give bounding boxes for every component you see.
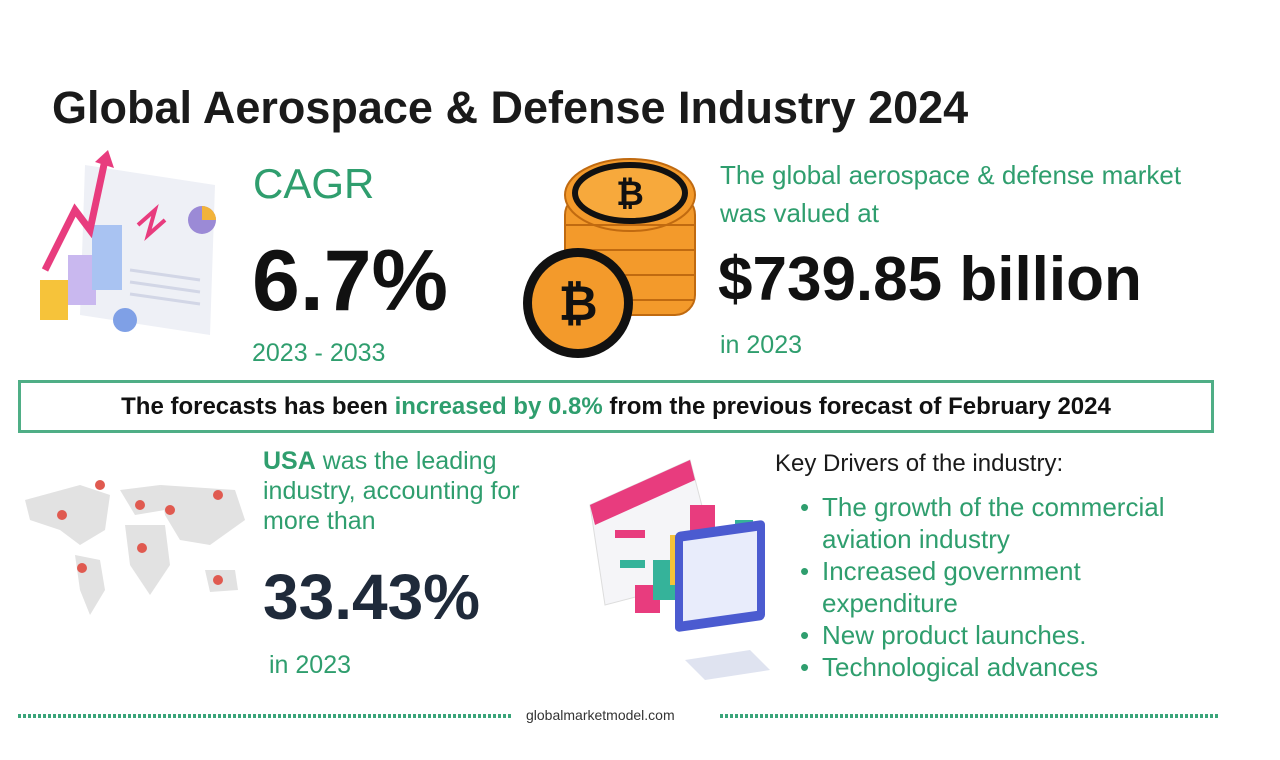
driver-item: Technological advances — [800, 651, 1210, 683]
bitcoin-coins-icon: ₿ ₿ — [523, 158, 696, 358]
footer-divider-right — [720, 714, 1218, 718]
svg-text:₿: ₿ — [558, 278, 597, 331]
market-description-line2: was valued at — [720, 198, 879, 228]
cagr-value: 6.7% — [252, 233, 449, 329]
usa-country: USA — [263, 447, 316, 475]
footer-source: globalmarketmodel.com — [526, 707, 675, 723]
forecast-banner: The forecasts has been increased by 0.8%… — [18, 380, 1214, 433]
usa-year: in 2023 — [269, 651, 352, 679]
growth-chart-illustration — [40, 150, 216, 335]
banner-highlight: increased by 0.8% — [394, 392, 603, 420]
usa-description: USA was the leading industry, accounting… — [263, 446, 573, 536]
drivers-list: The growth of the commercial aviation in… — [800, 491, 1210, 683]
cagr-label: CAGR — [253, 160, 375, 207]
analytics-illustration — [589, 459, 770, 680]
world-map-icon — [25, 480, 245, 615]
svg-text:₿: ₿ — [616, 175, 644, 213]
footer-divider-left — [18, 714, 513, 718]
market-description-line1: The global aerospace & defense market — [720, 160, 1182, 190]
cagr-period: 2023 - 2033 — [252, 339, 386, 367]
banner-text-1: The forecasts has been — [121, 392, 395, 420]
driver-item: The growth of the commercial aviation in… — [800, 491, 1210, 555]
market-year: in 2023 — [720, 331, 803, 359]
drivers-title: Key Drivers of the industry: — [775, 450, 1064, 477]
usa-share-value: 33.43% — [263, 561, 481, 633]
driver-item: New product launches. — [800, 619, 1210, 651]
market-description: The global aerospace & defense market wa… — [720, 156, 1181, 232]
banner-text-2: from the previous forecast of February 2… — [602, 392, 1111, 420]
market-value: $739.85 billion — [718, 245, 1142, 314]
driver-item: Increased government expenditure — [800, 555, 1130, 619]
usa-text: was the leading industry, accounting for… — [263, 447, 520, 535]
page-title: Global Aerospace & Defense Industry 2024 — [52, 82, 969, 133]
